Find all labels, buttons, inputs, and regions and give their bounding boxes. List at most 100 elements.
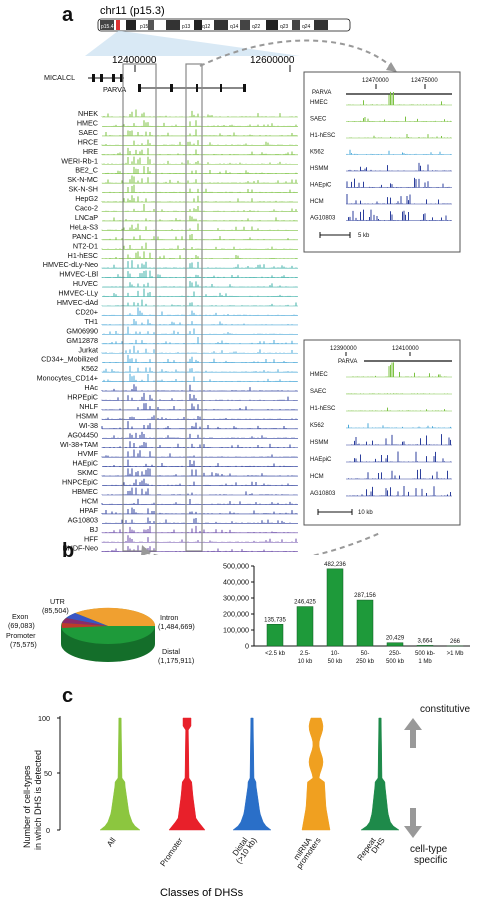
dhs-signal (101, 415, 297, 420)
cell-type-label: HAEpiC (72, 459, 98, 468)
svg-text:q22: q22 (252, 24, 261, 30)
bar (296, 606, 314, 647)
inset-track-label: SAEC (310, 389, 327, 395)
inset-track-label: HMEC (310, 100, 328, 106)
dhs-signal (101, 147, 295, 155)
violin-label: All (105, 836, 118, 849)
pie-label-utr: UTR (50, 597, 65, 606)
dhs-signal (101, 337, 295, 344)
svg-text:10 kb: 10 kb (358, 510, 373, 516)
cell-type-label: GM06990 (66, 326, 98, 335)
bar-ytick-label: 200,000 (223, 610, 249, 619)
pie-label-intron: Intron (160, 613, 178, 622)
chromosome-title: chr11 (p15.3) (100, 5, 165, 17)
inset-signal (349, 451, 451, 462)
c-ytick-50: 50 (44, 769, 52, 778)
inset-track-label: H1-hESC (310, 406, 336, 412)
bar-category-label: <2.5 kb (265, 651, 286, 657)
bar (326, 568, 344, 647)
inset-signal (348, 91, 445, 105)
bar-value-label: 482,236 (324, 562, 346, 568)
inset-signal (346, 485, 451, 496)
cell-type-label: BE2_C (75, 166, 98, 175)
violin-label: Promoter (158, 836, 184, 868)
dhs-signal (101, 392, 297, 401)
inset-track-label: H1-hESC (310, 133, 336, 139)
violin (301, 717, 331, 831)
cell-type-label: SKMC (77, 468, 98, 477)
dhs-signal (103, 431, 295, 439)
dhs-signal (101, 449, 297, 458)
distance-bar-chart: 0 100,000 200,000 300,000 400,000 500,000 135,… (223, 562, 470, 665)
dhs-signal (101, 525, 297, 533)
panel-c-letter: c (62, 685, 74, 707)
inset-signal (348, 116, 451, 122)
inset-track-label: AG10803 (310, 216, 336, 222)
violin (99, 717, 141, 831)
dhs-signal (103, 459, 297, 467)
cell-type-label: Jurkat (78, 345, 98, 354)
cell-type-label: SAEC (78, 128, 98, 137)
highlight-region-right (185, 63, 203, 552)
panel-a-letter: a (62, 4, 74, 26)
label-cell-type-specific-2: specific (414, 855, 447, 866)
dhs-signal (101, 260, 297, 269)
bar-value-label: 266 (450, 639, 461, 645)
cell-type-label: LNCaP (75, 213, 98, 222)
cell-type-label: TH1 (84, 317, 98, 326)
gene-track: MICALCL PARVA (44, 73, 246, 94)
cell-type-label: Caco-2 (75, 204, 98, 213)
cell-type-label: HMVEC-dLy-Neo (43, 260, 98, 269)
panel-a-figure: chr11 (p15.3) p15.4 p15 p13 q12 q14 q22 … (37, 5, 461, 555)
cell-type-label: CD34+_Mobilized (41, 355, 98, 364)
cell-type-label: AG04450 (68, 430, 98, 439)
bar-value-label: 246,425 (294, 600, 316, 606)
cell-type-label: HMVEC-LLy (58, 289, 98, 298)
cell-type-label: WERI-Rb-1 (61, 156, 98, 165)
dhs-signal (101, 468, 297, 477)
dashed-arrow-top (199, 39, 396, 71)
cell-type-label: HCM (82, 496, 98, 505)
svg-text:p15.4: p15.4 (101, 24, 114, 30)
svg-text:MICALCL: MICALCL (44, 73, 75, 82)
label-constitutive: constitutive (420, 704, 470, 715)
cell-type-label: HUVEC (73, 279, 98, 288)
dhs-signal (105, 517, 291, 524)
dhs-signal (103, 120, 297, 127)
svg-text:q24: q24 (302, 24, 311, 30)
dhs-signal (105, 129, 297, 136)
svg-text:12470000: 12470000 (362, 78, 389, 84)
dhs-signal (103, 478, 297, 486)
dhs-signal (105, 166, 297, 174)
dhs-signal (101, 175, 297, 184)
cell-type-label: HNPCEpiC (62, 478, 98, 487)
cell-type-label: WI-38+TAM (60, 440, 98, 449)
cell-type-label: HVMF (78, 449, 99, 458)
cell-type-label: HMEC (77, 118, 98, 127)
bar (266, 624, 284, 647)
cell-type-label: WI-38 (79, 421, 98, 430)
inset-signal (348, 209, 451, 221)
bar-category-label: 250- (389, 651, 401, 657)
inset-top: 12470000 12475000 PARVA HMEC SAEC H1-hESC K… (303, 71, 461, 253)
svg-text:q12: q12 (202, 24, 211, 30)
inset-track-label: SAEC (310, 117, 327, 123)
cell-type-label: SK-N-SH (68, 185, 98, 194)
cell-type-label: HSMM (76, 411, 98, 420)
cell-type-label: CD20+ (75, 307, 98, 316)
dhs-signal (101, 535, 297, 543)
bar-category-label: >1 Mb (447, 651, 465, 657)
dhs-signal (101, 441, 295, 448)
svg-text:PARVA: PARVA (338, 359, 357, 365)
bar (356, 599, 374, 647)
pie-label-exon: Exon (12, 612, 28, 621)
dhs-signal (101, 487, 297, 495)
cell-type-label: NT2-D1 (73, 241, 98, 250)
panel-c-figure: Number of cell-types in which DHS is det… (22, 704, 470, 899)
dhs-signal (101, 307, 297, 316)
cell-type-labels: NHEKHMECSAECHRCEHREWERI-Rb-1BE2_CSK-N-MC… (37, 109, 99, 553)
violin (360, 717, 400, 831)
dhs-signal (101, 251, 297, 259)
bar-category-label: 250 kb (356, 659, 375, 665)
